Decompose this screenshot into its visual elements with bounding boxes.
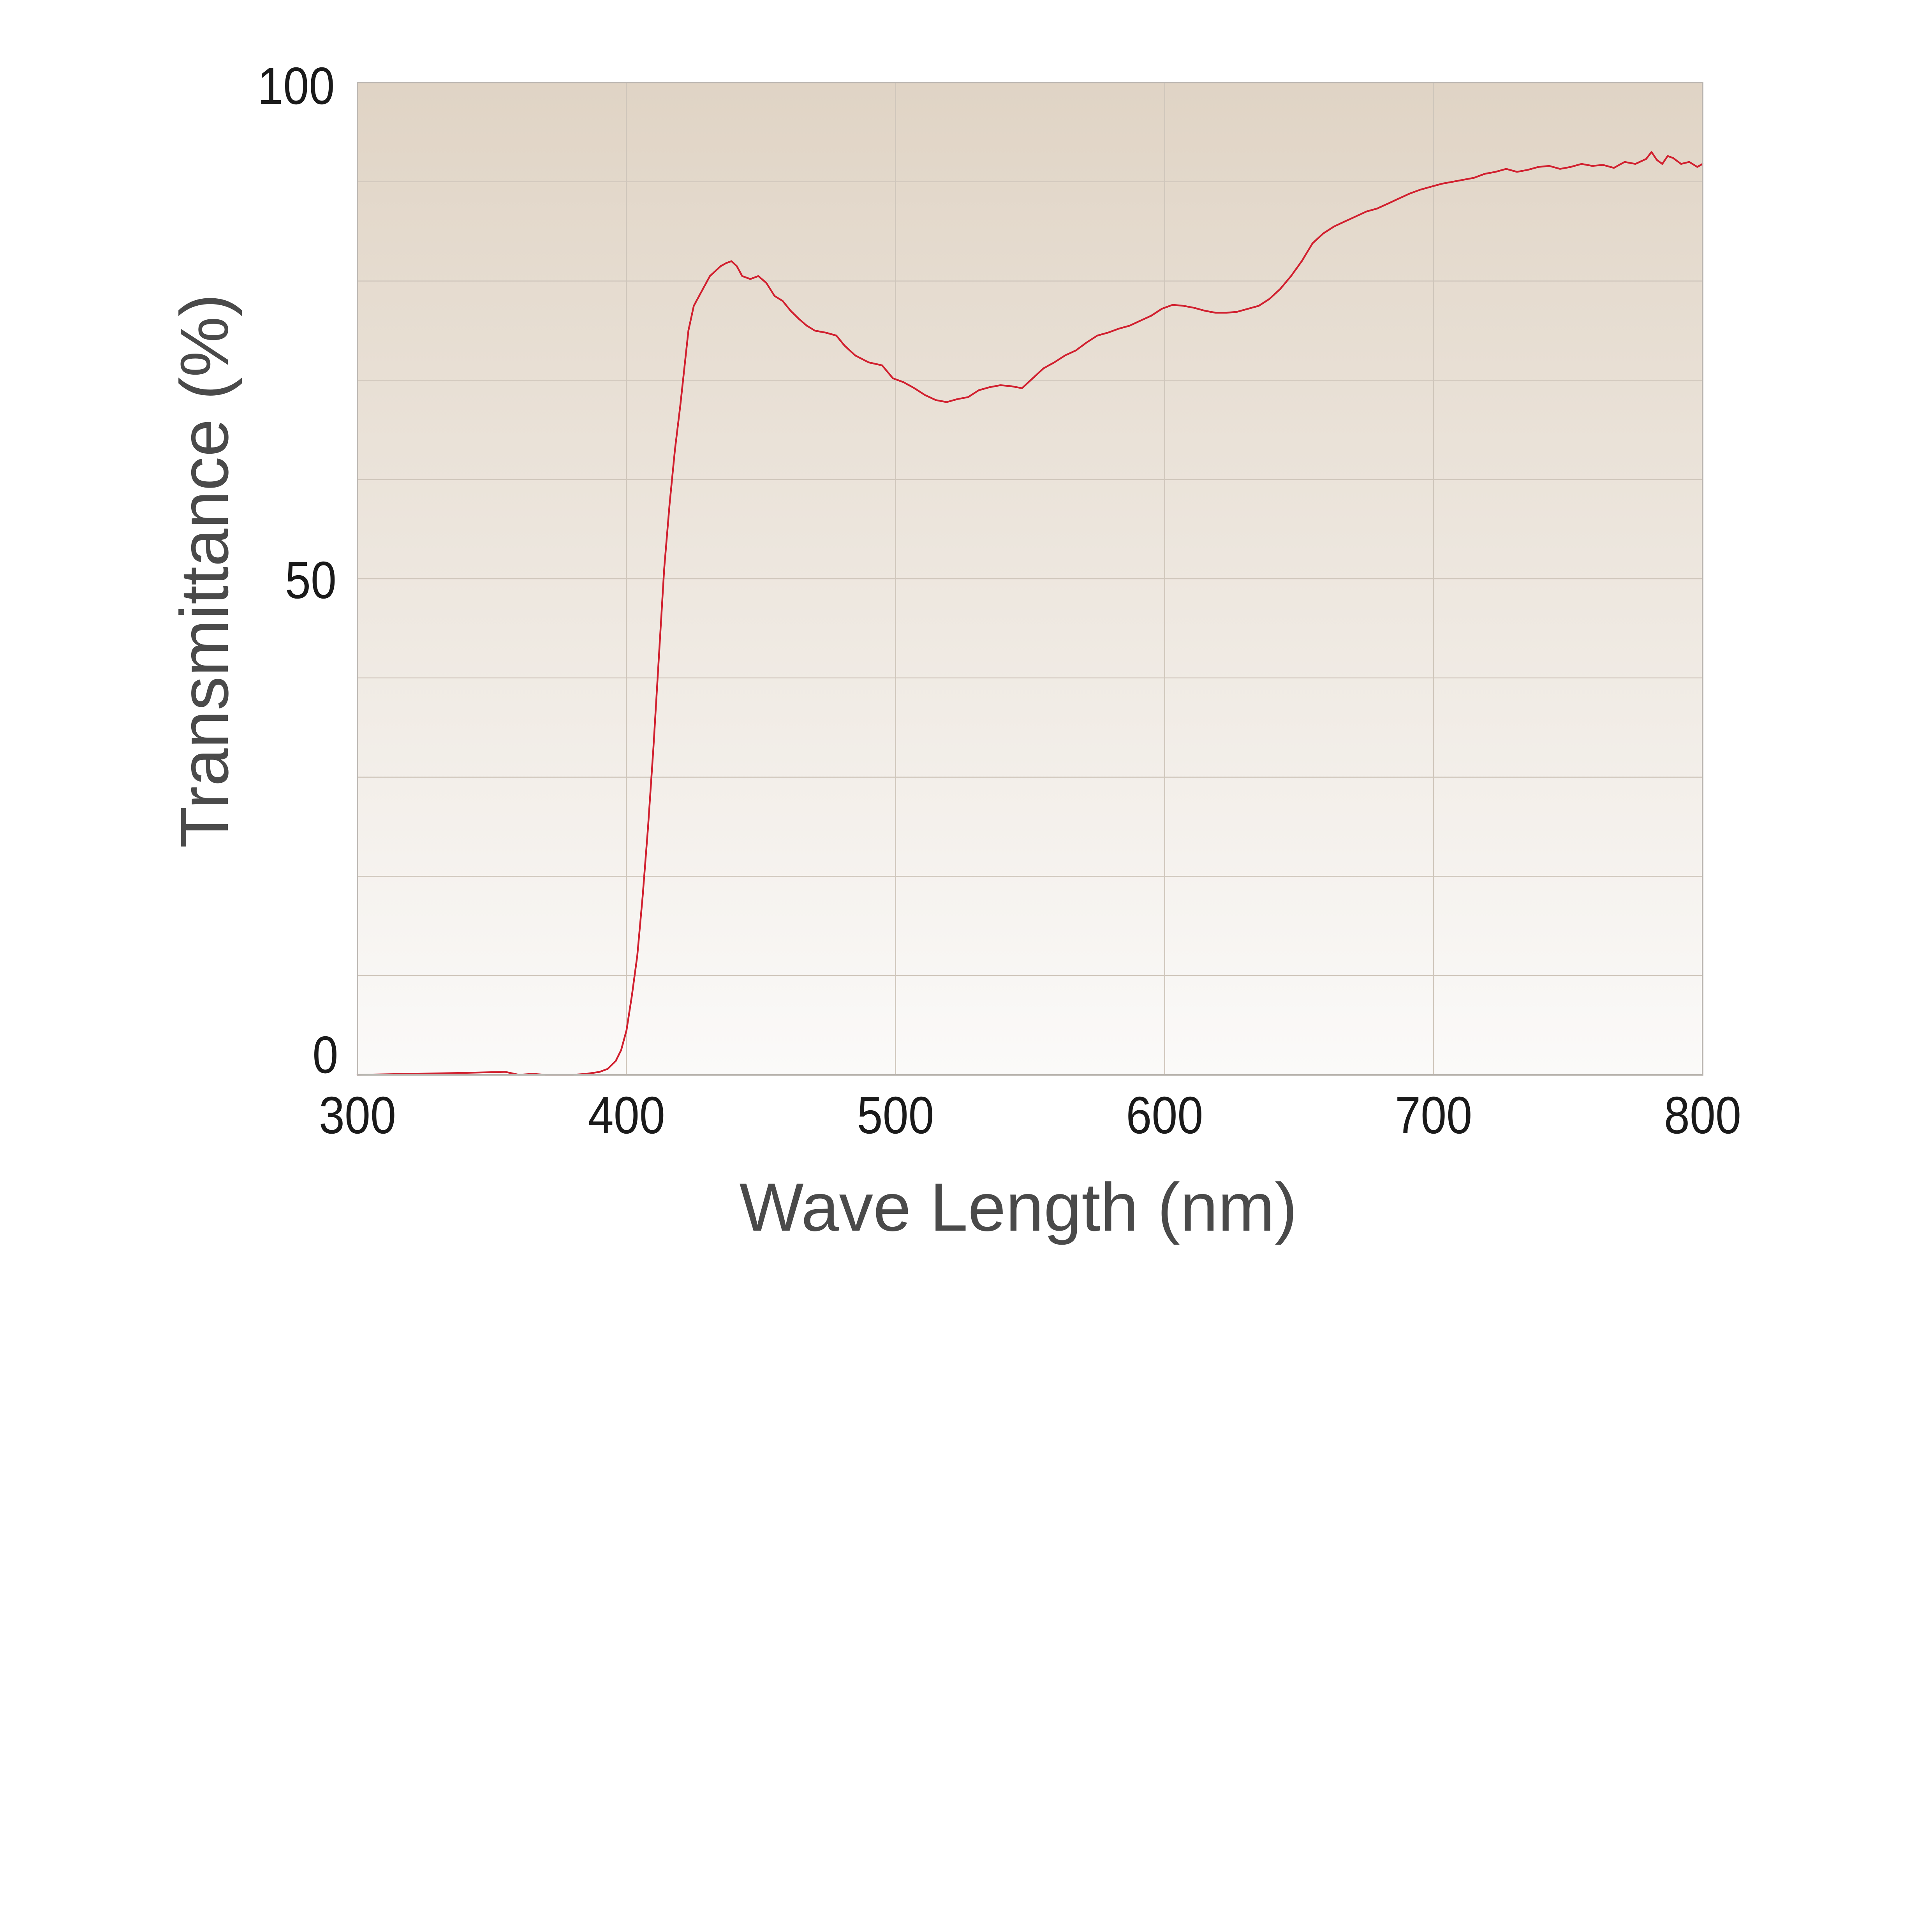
y-tick-label: 100 [257,56,335,115]
x-tick-label: 400 [588,1086,665,1145]
x-tick-label: 800 [1664,1086,1741,1145]
x-axis-title: Wave Length (nm) [740,1169,1298,1245]
y-axis-ticks: 0 50 100 [257,56,338,1084]
plot-frame [357,82,1703,1076]
x-tick-label: 500 [857,1086,934,1145]
x-axis-ticks: 300 400 500 600 700 800 [319,1086,1741,1145]
x-tick-label: 300 [319,1086,396,1145]
y-axis-title: Transmittance (%) [167,294,243,848]
x-tick-label: 600 [1126,1086,1203,1145]
y-tick-label: 0 [312,1025,338,1084]
series-line-0 [356,151,1704,1076]
y-tick-label: 50 [285,551,336,609]
series-layer [356,151,1704,1076]
x-tick-label: 700 [1395,1086,1472,1145]
